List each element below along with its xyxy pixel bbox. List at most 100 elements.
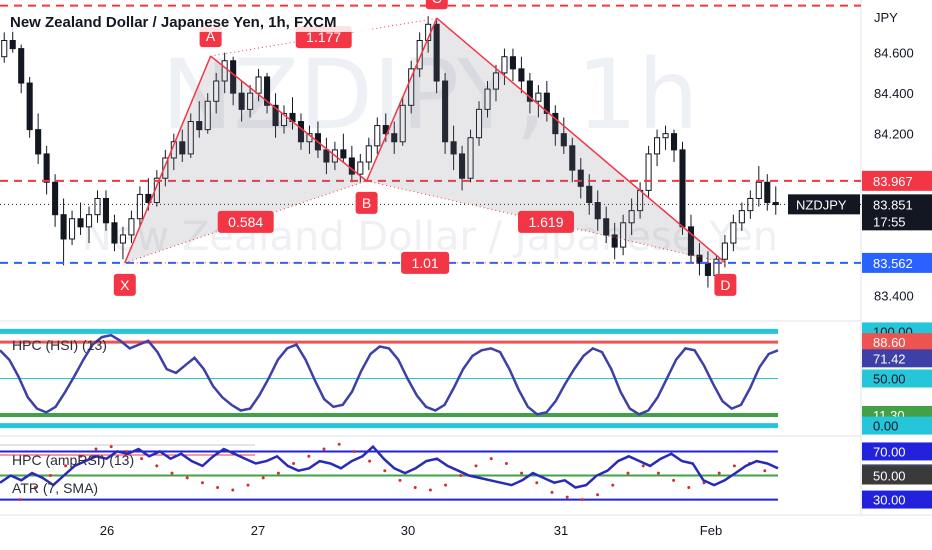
ratio-label: 1.177 — [306, 29, 341, 45]
candle-body — [119, 234, 126, 244]
candle-body — [102, 197, 110, 224]
currency-label: JPY — [874, 10, 898, 25]
time-tick-label: 30 — [401, 523, 415, 538]
indicator-dot — [48, 474, 52, 477]
indicator-dot — [626, 471, 630, 475]
indicator-series-line — [0, 333, 779, 416]
price-tag-box — [862, 170, 932, 191]
indicator-dot — [352, 449, 356, 453]
candle-body — [501, 56, 508, 74]
ratio-label: 1.619 — [528, 214, 563, 230]
time-tick-label: 27 — [251, 523, 265, 538]
time-tick-label: 31 — [554, 523, 568, 538]
candle-body — [247, 92, 254, 110]
candle-body — [26, 82, 33, 131]
price-tag-label: 83.967 — [873, 174, 913, 189]
time-tick-label: 26 — [100, 523, 114, 538]
candle-body — [408, 68, 415, 106]
candle-body — [662, 133, 669, 139]
indicator-dot — [246, 483, 250, 487]
indicator-dot — [687, 486, 691, 490]
candle-body — [628, 210, 635, 224]
candle-body — [696, 254, 703, 264]
indicator-dot — [33, 486, 37, 490]
candle-body — [264, 76, 271, 106]
last-price-box — [862, 194, 932, 231]
candle-body — [569, 145, 576, 171]
time-tick-label: Feb — [700, 523, 722, 538]
indicator-tag-box — [862, 349, 932, 368]
indicator-tag-label: 50.00 — [873, 469, 906, 484]
indicator-dot — [18, 498, 22, 502]
candle-body — [111, 222, 118, 244]
candle-body — [450, 141, 457, 155]
price-tag-label: 83.562 — [873, 256, 913, 271]
candle-body — [162, 157, 169, 179]
indicator-dot — [170, 471, 174, 475]
indicator-panes: HPC (HSI) (13)100.0088.6071.4250.0011.30… — [0, 322, 932, 509]
indicator-tag-box — [862, 369, 932, 388]
indicator-dot — [109, 445, 113, 449]
pattern-point-label: A — [206, 28, 216, 44]
indicator-tag-label: 88.60 — [873, 335, 906, 350]
ratio-label: 0.584 — [228, 214, 263, 230]
candle-body — [535, 92, 542, 102]
indicator-label: HPC (ampRSI) (13) — [12, 452, 134, 468]
indicator-tag-box — [862, 442, 932, 461]
candle-body — [204, 100, 211, 131]
candle-body — [560, 133, 567, 147]
candle-body — [594, 202, 601, 220]
indicator-tag-label: 30.00 — [873, 493, 906, 508]
candle-body — [552, 112, 559, 135]
indicator-dot — [185, 476, 189, 480]
pattern-leg-ab — [210, 55, 368, 182]
indicator-dot — [474, 464, 478, 468]
candle-body — [738, 210, 745, 224]
candle-body — [196, 121, 203, 131]
indicator-dot — [200, 481, 204, 485]
indicator-dot — [64, 464, 68, 468]
indicator-dot — [717, 471, 721, 475]
indicator-dot — [140, 457, 144, 461]
pattern-point-label: B — [362, 195, 371, 211]
indicator-dot — [444, 483, 448, 487]
indicator-dot — [383, 469, 387, 473]
candle-body — [357, 161, 364, 175]
indicator-dot — [596, 493, 600, 497]
candle-body — [136, 193, 143, 220]
countdown-timer: 17:55 — [873, 214, 906, 229]
candle-body — [238, 92, 245, 110]
indicator-dot — [550, 490, 554, 494]
bcd-triangle — [366, 18, 726, 263]
pattern-leg-bc — [365, 17, 438, 182]
candle-body — [433, 23, 440, 82]
indicator-tag-box — [862, 416, 932, 435]
indicator-tag-label: 71.42 — [873, 351, 906, 366]
candle-body — [459, 153, 466, 179]
candle-body — [187, 121, 194, 155]
candle-body — [323, 149, 330, 163]
candlestick-series — [1, 16, 779, 292]
indicator-tag-label: 50.00 — [873, 372, 906, 387]
time-axis[interactable]: 26 27 30 31 Feb — [100, 523, 722, 538]
price-tick-label: 84.600 — [874, 46, 914, 61]
pattern-leg-cd — [436, 17, 726, 264]
pattern-point-label: C — [432, 0, 442, 6]
price-tick-label: 84.400 — [874, 86, 914, 101]
candle-body — [475, 108, 483, 139]
pattern-point-box — [355, 191, 378, 214]
candle-body — [586, 185, 593, 204]
indicator-dot — [520, 471, 524, 475]
candle-body — [43, 153, 50, 183]
indicator-dot — [535, 481, 539, 485]
candle-body — [620, 222, 627, 248]
pattern-point-box — [714, 273, 737, 296]
price-axis[interactable]: 84.600 84.400 84.200 83.400 83.967 83.562 NZDJ… — [788, 46, 932, 304]
candle-body — [77, 218, 84, 228]
pattern-point-box — [113, 273, 136, 296]
candle-body — [467, 137, 474, 179]
indicator-dot — [398, 478, 402, 482]
indicator-dot — [322, 447, 326, 451]
indicator-dot — [94, 447, 98, 451]
